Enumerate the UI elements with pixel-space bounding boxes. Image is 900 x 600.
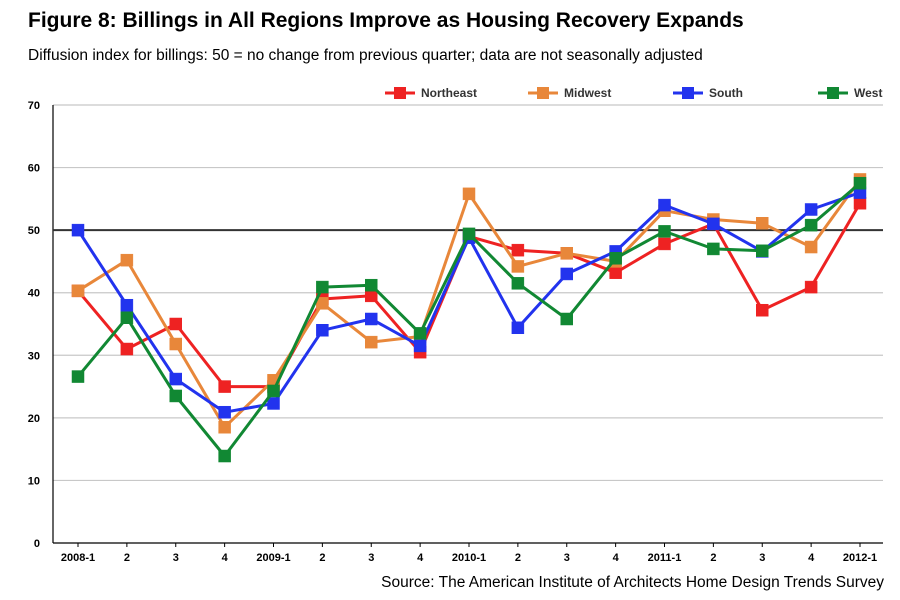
data-point-midwest — [169, 337, 182, 351]
data-point-northeast — [853, 196, 867, 210]
data-point-west — [120, 311, 134, 324]
legend-marker-west — [827, 87, 839, 99]
x-tick-label: 2008-1 — [61, 552, 95, 564]
x-tick-label: 2012-1 — [843, 552, 877, 564]
data-point-midwest — [560, 247, 573, 260]
data-point-west — [218, 449, 231, 463]
y-tick-label: 60 — [28, 163, 40, 175]
data-point-south — [316, 324, 329, 337]
y-tick-label: 40 — [28, 288, 40, 300]
data-point-northeast — [169, 317, 182, 331]
data-point-west — [609, 252, 622, 265]
data-point-midwest — [218, 420, 231, 434]
data-point-west — [71, 370, 85, 383]
data-point-northeast — [756, 303, 769, 317]
data-point-west — [707, 242, 720, 256]
data-point-south — [71, 223, 85, 237]
x-tick-label: 4 — [613, 552, 620, 564]
series-line-midwest — [77, 178, 862, 429]
data-point-midwest — [71, 284, 85, 298]
data-point-northeast — [658, 237, 671, 251]
legend-label-west: West — [854, 86, 882, 100]
data-point-midwest — [511, 260, 525, 273]
data-point-northeast — [120, 342, 134, 356]
x-tick-label: 3 — [759, 552, 765, 564]
x-tick-label: 2 — [515, 552, 521, 564]
data-point-west — [511, 277, 525, 290]
data-point-south — [707, 217, 720, 231]
y-tick-label: 0 — [34, 538, 40, 550]
y-tick-label: 20 — [28, 413, 40, 425]
data-point-northeast — [511, 243, 525, 257]
data-point-south — [218, 405, 231, 419]
legend-marker-midwest — [537, 87, 549, 99]
data-point-northeast — [218, 380, 231, 393]
data-point-south — [560, 267, 573, 281]
x-tick-label: 3 — [173, 552, 179, 564]
x-tick-label: 3 — [564, 552, 570, 564]
chart-subtitle: Diffusion index for billings: 50 = no ch… — [28, 47, 703, 64]
chart-title: Figure 8: Billings in All Regions Improv… — [28, 9, 744, 32]
data-point-midwest — [120, 253, 134, 267]
data-point-northeast — [804, 280, 818, 294]
data-point-west — [169, 389, 182, 403]
data-point-south — [267, 397, 280, 410]
legend-marker-south — [682, 87, 694, 99]
data-point-south — [365, 312, 378, 326]
x-tick-label: 2010-1 — [452, 552, 486, 564]
source-note: Source: The American Institute of Archit… — [381, 574, 884, 591]
data-point-west — [756, 244, 769, 258]
data-point-west — [560, 312, 573, 326]
data-point-west — [853, 176, 867, 190]
data-point-west — [658, 225, 671, 238]
data-point-south — [120, 298, 134, 312]
data-point-west — [462, 227, 476, 241]
x-tick-label: 4 — [222, 552, 229, 564]
y-tick-label: 30 — [28, 350, 40, 362]
data-point-midwest — [756, 217, 769, 230]
x-tick-label: 2 — [124, 552, 130, 564]
x-tick-label: 2009-1 — [256, 552, 290, 564]
data-point-west — [804, 218, 818, 232]
data-point-south — [169, 372, 182, 386]
x-tick-label: 2011-1 — [648, 552, 682, 564]
data-point-midwest — [365, 335, 378, 349]
data-point-west — [267, 384, 280, 398]
data-point-midwest — [804, 240, 818, 254]
y-tick-label: 70 — [28, 100, 40, 112]
legend-label-south: South — [709, 86, 743, 100]
data-point-west — [365, 278, 378, 292]
series-line-west — [76, 182, 861, 458]
legend-label-midwest: Midwest — [564, 86, 611, 100]
data-point-south — [804, 203, 818, 216]
legend-marker-northeast — [394, 87, 406, 99]
x-tick-label: 3 — [368, 552, 374, 564]
y-tick-label: 10 — [28, 475, 40, 487]
data-point-northeast — [609, 266, 622, 279]
data-point-south — [413, 339, 427, 353]
data-point-west — [316, 280, 329, 294]
data-point-midwest — [462, 187, 476, 201]
legend-label-northeast: Northeast — [421, 86, 477, 100]
data-point-west — [413, 327, 427, 340]
x-tick-label: 4 — [808, 552, 815, 564]
x-tick-label: 4 — [417, 552, 424, 564]
x-tick-label: 2 — [319, 552, 325, 564]
x-tick-label: 2 — [710, 552, 716, 564]
data-point-south — [658, 198, 671, 212]
y-tick-label: 50 — [28, 225, 40, 237]
data-point-northeast — [365, 289, 378, 303]
data-point-south — [511, 321, 525, 335]
